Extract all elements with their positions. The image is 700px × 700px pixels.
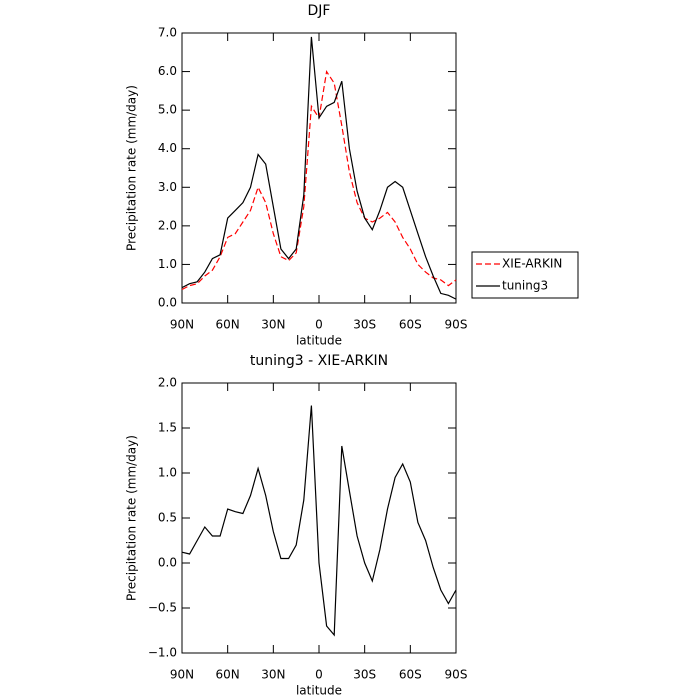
x-tick-label: 60S xyxy=(399,318,422,332)
x-tick-label: 0 xyxy=(315,668,323,682)
x-tick-label: 90S xyxy=(445,318,468,332)
y-tick-label: 0.5 xyxy=(158,511,177,525)
y-axis-label: Precipitation rate (mm/day) xyxy=(125,435,139,601)
plot-frame xyxy=(181,32,457,304)
y-axis-label: Precipitation rate (mm/day) xyxy=(125,85,139,251)
x-tick-label: 60S xyxy=(399,668,422,682)
y-tick-label: −0.5 xyxy=(148,601,177,615)
y-tick-label: 2.0 xyxy=(158,376,177,390)
x-tick-label: 0 xyxy=(315,318,323,332)
legend-label: tuning3 xyxy=(502,279,548,293)
y-tick-label: 1.5 xyxy=(158,421,177,435)
y-tick-label: 1.0 xyxy=(158,466,177,480)
y-tick-label: 0.0 xyxy=(158,556,177,570)
plot-frame xyxy=(181,382,457,654)
x-tick-label: 30S xyxy=(353,668,376,682)
x-tick-label: 90N xyxy=(170,668,194,682)
x-tick-label: 30N xyxy=(261,668,285,682)
y-tick-label: 3.0 xyxy=(158,180,177,194)
y-tick-label: 0.0 xyxy=(158,296,177,310)
y-tick-label: 6.0 xyxy=(158,64,177,78)
y-tick-label: 7.0 xyxy=(158,26,177,40)
x-tick-label: 90N xyxy=(170,318,194,332)
legend-box xyxy=(471,251,579,299)
data-line xyxy=(181,69,457,291)
data-line xyxy=(181,36,457,300)
x-tick-label: 30N xyxy=(261,318,285,332)
x-tick-label: 60N xyxy=(216,318,240,332)
legend-label: XIE-ARKIN xyxy=(502,257,562,271)
data-line xyxy=(181,405,457,637)
x-axis-label: latitude xyxy=(296,334,342,348)
y-tick-label: 1.0 xyxy=(158,257,177,271)
y-tick-label: 4.0 xyxy=(158,141,177,155)
x-axis-label: latitude xyxy=(296,684,342,698)
x-tick-label: 60N xyxy=(216,668,240,682)
chart-title: tuning3 - XIE-ARKIN xyxy=(250,353,388,369)
y-tick-label: −1.0 xyxy=(148,646,177,660)
y-tick-label: 2.0 xyxy=(158,218,177,232)
y-tick-label: 5.0 xyxy=(158,103,177,117)
x-tick-label: 30S xyxy=(353,318,376,332)
x-tick-label: 90S xyxy=(445,668,468,682)
chart-title: DJF xyxy=(308,3,331,19)
